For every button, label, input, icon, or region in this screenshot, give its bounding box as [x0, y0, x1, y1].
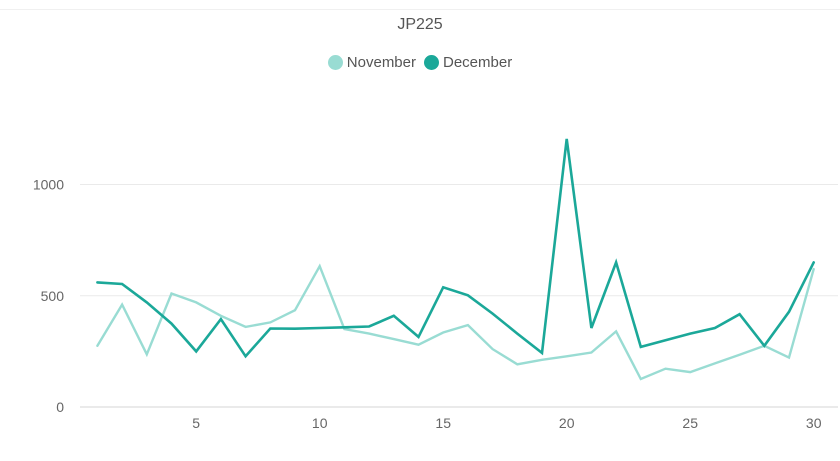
top-divider	[0, 9, 840, 10]
x-tick-label: 10	[312, 415, 328, 431]
legend-marker-november	[327, 55, 343, 70]
x-tick-label: 20	[559, 415, 575, 431]
legend-marker-december	[424, 55, 439, 70]
x-tick-label: 5	[192, 415, 200, 431]
legend-label-december: December	[443, 54, 513, 71]
legend-item-november[interactable]: November	[327, 54, 416, 71]
legend-item-december[interactable]: December	[424, 54, 512, 71]
x-tick-label: 30	[806, 415, 822, 431]
y-tick-label: 500	[41, 288, 65, 304]
series-line-december	[96, 138, 816, 359]
x-tick-label: 15	[435, 415, 451, 431]
chart-legend: November December	[0, 54, 840, 71]
y-tick-label: 1000	[33, 177, 64, 193]
chart-title: JP225	[397, 16, 443, 33]
y-tick-label: 0	[56, 399, 64, 415]
series-line-november	[96, 263, 815, 381]
x-tick-label: 25	[682, 415, 698, 431]
legend-label-november: November	[346, 54, 416, 71]
